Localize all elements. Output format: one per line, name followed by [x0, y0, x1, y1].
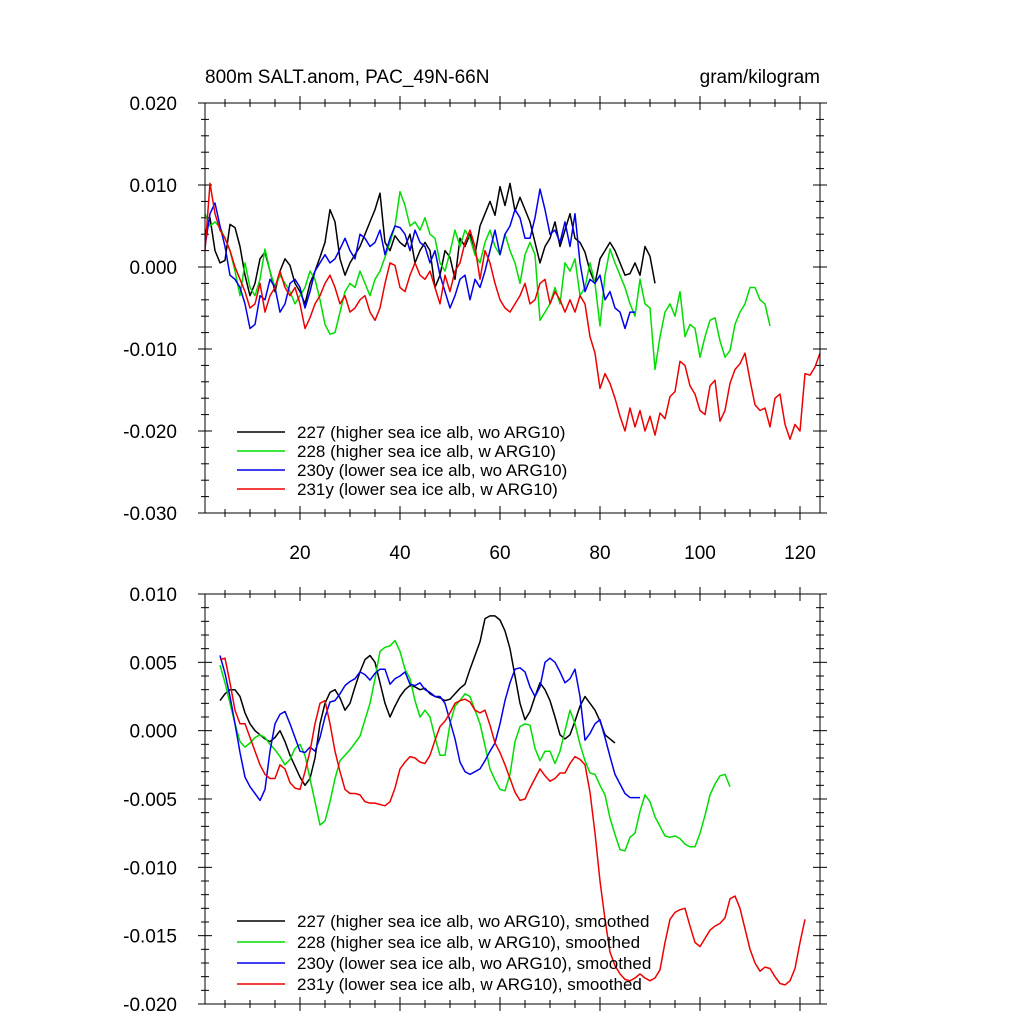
legend-label-0: 227 (higher sea ice alb, wo ARG10), smoo…: [297, 912, 649, 931]
y-tick-label: -0.030: [123, 504, 177, 525]
bottom-panel-series: [219, 615, 806, 986]
panel-title-left: 800m SALT.anom, PAC_49N-66N: [205, 67, 489, 88]
series-line-1: [219, 639, 731, 852]
y-tick-label: 0.010: [129, 176, 177, 197]
top-panel: 800m SALT.anom, PAC_49N-66N gram/kilogra…: [123, 67, 827, 564]
top-panel-legend: 227 (higher sea ice alb, wo ARG10)228 (h…: [237, 423, 567, 499]
x-tick-label: 100: [684, 543, 716, 564]
y-tick-label: -0.005: [123, 790, 177, 811]
series-line-2: [219, 655, 640, 802]
y-tick-label: -0.010: [123, 340, 177, 361]
x-tick-label: 40: [389, 543, 410, 564]
bottom-panel-tick-labels: -0.020 -0.015 -0.010 -0.005 0.000 0.005 0.010: [123, 585, 177, 1016]
series-line-0: [219, 615, 616, 787]
y-tick-label: -0.015: [123, 927, 177, 948]
y-tick-label: 0.020: [129, 94, 177, 115]
legend-label-1: 228 (higher sea ice alb, w ARG10): [297, 442, 556, 461]
x-tick-label: 80: [589, 543, 610, 564]
top-panel-tick-labels: -0.030 -0.020 -0.010 0.000 0.010 0.020 20 40 60 8…: [123, 94, 816, 564]
legend-label-3: 231y (lower sea ice alb, w ARG10): [297, 480, 558, 499]
series-line-1: [204, 190, 771, 371]
panel-title-right: gram/kilogram: [700, 67, 820, 88]
bottom-panel: -0.020-0.015-0.010-0.0050.0000.0050.010 …: [123, 585, 827, 1016]
top-panel-frame: [204, 102, 821, 514]
x-tick-label: 20: [289, 543, 310, 564]
legend-label-1: 228 (higher sea ice alb, w ARG10), smoot…: [297, 933, 640, 952]
y-tick-label: 0.010: [129, 585, 177, 606]
y-tick-label: -0.020: [123, 422, 177, 443]
bottom-panel-frame: [204, 593, 821, 1005]
x-tick-label: 120: [784, 543, 816, 564]
y-tick-label: 0.005: [129, 653, 177, 674]
y-tick-label: 0.000: [129, 722, 177, 743]
y-tick-label: -0.010: [123, 858, 177, 879]
series-line-3: [204, 182, 821, 440]
legend-label-3: 231y (lower sea ice alb, w ARG10), smoot…: [297, 975, 642, 994]
series-line-2: [204, 188, 635, 330]
top-panel-series: [204, 182, 821, 440]
y-tick-label: -0.020: [123, 995, 177, 1016]
legend-label-2: 230y (lower sea ice alb, wo ARG10), smoo…: [297, 954, 651, 973]
series-line-3: [219, 657, 806, 986]
x-tick-label: 60: [489, 543, 510, 564]
y-tick-label: 0.000: [129, 258, 177, 279]
legend-label-0: 227 (higher sea ice alb, wo ARG10): [297, 423, 565, 442]
bottom-panel-legend: 227 (higher sea ice alb, wo ARG10), smoo…: [237, 912, 651, 994]
legend-label-2: 230y (lower sea ice alb, wo ARG10): [297, 461, 567, 480]
